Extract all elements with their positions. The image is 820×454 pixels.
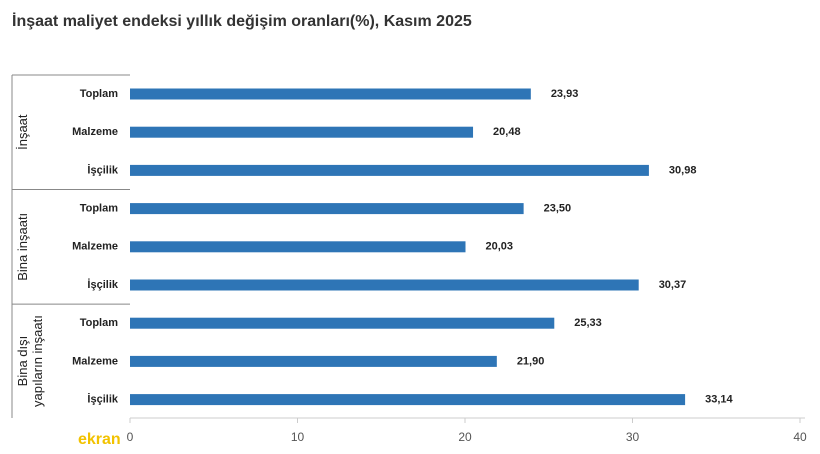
bar	[130, 126, 474, 138]
group-label-line: yapıların inşaatı	[30, 315, 45, 407]
bar	[130, 394, 686, 406]
group-label: Bina dışıyapıların inşaatı	[15, 315, 45, 407]
bar	[130, 317, 555, 329]
x-tick-label: 20	[458, 430, 472, 444]
group-label: İnşaat	[15, 114, 30, 150]
x-tick-label: 40	[793, 430, 807, 444]
category-label: Malzeme	[72, 241, 118, 253]
x-tick-label: 30	[626, 430, 640, 444]
value-label: 21,90	[517, 355, 545, 367]
x-tick-label: 0	[127, 430, 134, 444]
value-label: 23,50	[544, 203, 572, 215]
value-label: 30,37	[659, 279, 687, 291]
value-label: 33,14	[705, 394, 733, 406]
value-label: 30,98	[669, 164, 697, 176]
category-label: Malzeme	[72, 126, 118, 138]
watermark: ekran	[78, 431, 121, 448]
category-label: İşçilik	[87, 163, 118, 176]
group-label-line: Bina inşaatı	[15, 213, 30, 281]
bar	[130, 241, 466, 253]
value-label: 20,03	[486, 241, 514, 253]
category-label: Toplam	[80, 203, 119, 215]
bar	[130, 88, 531, 100]
category-label: İşçilik	[87, 393, 118, 406]
value-label: 20,48	[493, 126, 521, 138]
category-label: İşçilik	[87, 278, 118, 291]
group-label-line: İnşaat	[15, 114, 30, 150]
bar	[130, 164, 649, 176]
bar	[130, 355, 497, 367]
value-label: 25,33	[574, 317, 602, 329]
x-tick-label: 10	[291, 430, 305, 444]
bar	[130, 203, 524, 215]
bar	[130, 279, 639, 291]
group-label-line: Bina dışı	[15, 336, 30, 387]
value-label: 23,93	[551, 88, 579, 100]
category-label: Toplam	[80, 88, 119, 100]
category-label: Toplam	[80, 317, 119, 329]
chart-title: İnşaat maliyet endeksi yıllık değişim or…	[12, 12, 472, 30]
group-label: Bina inşaatı	[15, 213, 30, 281]
category-label: Malzeme	[72, 355, 118, 367]
